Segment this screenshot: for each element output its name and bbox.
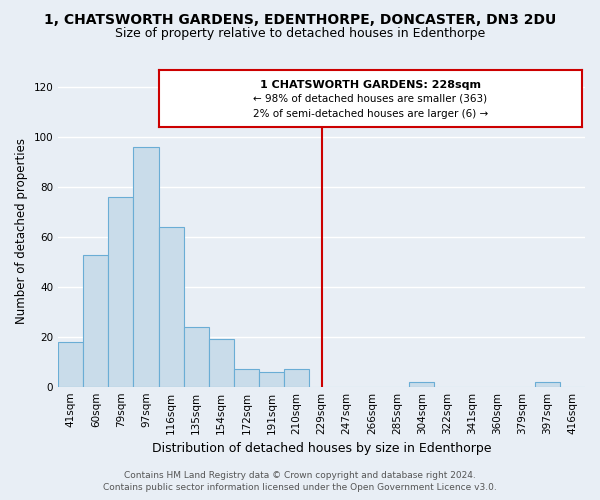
Text: 2% of semi-detached houses are larger (6) →: 2% of semi-detached houses are larger (6… xyxy=(253,109,488,119)
Bar xyxy=(83,254,109,386)
Text: 1 CHATSWORTH GARDENS: 228sqm: 1 CHATSWORTH GARDENS: 228sqm xyxy=(260,80,481,90)
Bar xyxy=(209,340,234,386)
Bar xyxy=(58,342,83,386)
Bar xyxy=(409,382,434,386)
Bar xyxy=(184,327,209,386)
Text: ← 98% of detached houses are smaller (363): ← 98% of detached houses are smaller (36… xyxy=(253,94,488,104)
Bar xyxy=(109,197,133,386)
Bar xyxy=(284,369,309,386)
Bar xyxy=(133,148,158,386)
Bar xyxy=(234,369,259,386)
Text: Size of property relative to detached houses in Edenthorpe: Size of property relative to detached ho… xyxy=(115,28,485,40)
Bar xyxy=(158,227,184,386)
Text: 1, CHATSWORTH GARDENS, EDENTHORPE, DONCASTER, DN3 2DU: 1, CHATSWORTH GARDENS, EDENTHORPE, DONCA… xyxy=(44,12,556,26)
X-axis label: Distribution of detached houses by size in Edenthorpe: Distribution of detached houses by size … xyxy=(152,442,491,455)
Text: Contains HM Land Registry data © Crown copyright and database right 2024.
Contai: Contains HM Land Registry data © Crown c… xyxy=(103,471,497,492)
Bar xyxy=(535,382,560,386)
Y-axis label: Number of detached properties: Number of detached properties xyxy=(15,138,28,324)
Bar xyxy=(259,372,284,386)
